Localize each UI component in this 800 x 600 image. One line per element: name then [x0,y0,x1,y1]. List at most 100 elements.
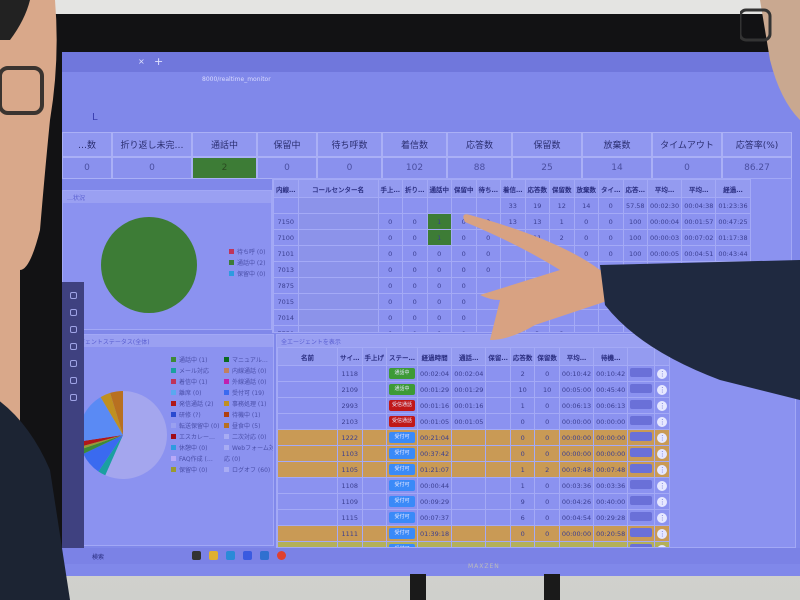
kebab-menu-icon[interactable]: ⋮ [657,448,668,459]
pie-slice[interactable] [100,392,123,435]
pie-slice[interactable] [110,391,123,435]
kebab-menu-icon[interactable]: ⋮ [657,384,668,395]
column-header[interactable]: 折り… [402,179,428,198]
column-header[interactable]: 着信… [500,179,526,198]
legend-item[interactable]: マニュアル… [224,355,273,366]
legend-item[interactable]: 転送保留中 (0) [171,421,222,432]
agent-row[interactable]: 2103 受信通話 00:01:05 00:01:05 0 0 00:00:00 00:00:… [277,413,671,430]
action-button[interactable] [630,400,653,409]
column-header[interactable] [627,347,656,366]
action-button[interactable] [630,432,653,441]
column-header[interactable]: 経過時間 [416,347,453,366]
column-header[interactable]: 保留… [485,347,511,366]
settings-icon[interactable] [69,377,77,384]
kebab-menu-icon[interactable]: ⋮ [657,544,668,547]
kebab-menu-icon[interactable]: ⋮ [657,400,668,411]
column-header[interactable]: 通話… [451,347,487,366]
agent-row[interactable]: 2993 受信通話 00:01:16 00:01:16 1 0 00:06:13 00:06:… [277,397,671,414]
column-header[interactable]: 待機… [593,347,629,366]
pie-slice[interactable] [81,435,123,454]
legend-item[interactable]: FAQ作成 (… [171,454,222,465]
column-header[interactable]: コールセンター名 [297,179,379,198]
legend-item[interactable]: 離席 (0) [171,388,222,399]
column-header[interactable]: 放棄数 [573,179,599,198]
legend-item[interactable]: エスカレー… [171,432,222,443]
column-header[interactable]: 内線… [273,179,299,198]
pie-slice[interactable] [79,397,123,442]
action-button[interactable] [630,464,653,473]
nav-icon[interactable] [69,360,77,367]
legend-item[interactable]: 保留中 (0) [171,465,222,476]
kebab-menu-icon[interactable]: ⋮ [657,368,668,379]
column-header[interactable]: 待ち… [475,179,501,198]
column-header[interactable]: 平均… [646,179,683,198]
agent-row[interactable]: 1115 受付可 00:07:37 6 0 00:04:54 00:29:28 ⋮ [277,509,671,526]
action-button[interactable] [630,384,653,393]
action-button[interactable] [630,528,653,537]
column-header[interactable]: サイ… [337,347,363,366]
kebab-menu-icon[interactable]: ⋮ [657,496,668,507]
legend-item[interactable]: 研修 (?) [171,410,222,421]
legend-item[interactable]: 二次対応 (0) [224,432,273,443]
column-header[interactable]: 保留数 [549,179,575,198]
legend-item[interactable]: 通話中 (1) [171,355,222,366]
column-header[interactable]: 手上… [377,179,403,198]
pie-slice[interactable] [79,435,123,447]
nav-icon[interactable] [69,309,77,316]
legend-item[interactable]: メール対応 [171,366,222,377]
legend-item[interactable]: Webフォーム対応 (0) [224,443,273,465]
action-button[interactable] [630,416,653,425]
column-header[interactable]: 平均… [681,179,717,198]
table-row[interactable]: 33 19 12 14 0 57.58 00:02:30 00:04:38 01:23:36 [273,197,751,214]
column-header[interactable]: 応答数 [509,347,536,366]
app-icon[interactable] [192,551,201,560]
store-icon[interactable] [243,551,252,560]
column-header[interactable]: 応答… [622,179,648,198]
agent-row[interactable]: 1222 受付可 00:21:04 0 0 00:00:00 00:00:00 ⋮ [277,429,671,446]
table-row[interactable]: 715000100131310010000:00:0400:01:5700:47… [273,213,751,230]
column-header[interactable]: 名前 [277,347,338,366]
address-bar[interactable]: 8000/realtime_monitor [202,76,271,83]
new-tab-button[interactable]: + [154,55,164,68]
kebab-menu-icon[interactable]: ⋮ [657,512,668,523]
pie-slice[interactable] [80,435,123,450]
legend-item[interactable]: ログオフ (60) [224,465,273,476]
column-header[interactable]: 保留中 [451,179,477,198]
column-header[interactable]: 経過… [715,179,751,198]
legend-item[interactable]: 発信通話 (2) [171,399,222,410]
agent-row[interactable]: 1103 受付可 00:37:42 0 0 00:00:00 00:00:00 ⋮ [277,445,671,462]
legend-item[interactable]: 外線通話 (0) [224,377,273,388]
mail-icon[interactable] [260,551,269,560]
legend-item[interactable]: 着信中 (1) [171,377,222,388]
table-row[interactable]: 7100001001120010000:00:0300:07:0201:17:3… [273,229,751,246]
kebab-menu-icon[interactable]: ⋮ [657,480,668,491]
close-tab-icon[interactable]: × [138,57,145,66]
action-button[interactable] [630,496,653,505]
agent-row[interactable]: 1109 受付可 00:09:29 9 0 00:04:26 00:40:00 ⋮ [277,493,671,510]
kebab-menu-icon[interactable]: ⋮ [657,464,668,475]
legend-item[interactable]: 事務処理 (1) [224,399,273,410]
agent-row[interactable]: 1118 通話中 00:02:04 00:02:04 2 0 00:10:42 00:10:4… [277,365,671,382]
nav-icon[interactable] [69,394,77,401]
agent-row[interactable]: 1105 受付可 01:21:07 1 2 00:07:48 00:07:48 ⋮ [277,461,671,478]
column-header[interactable]: 通話中 [426,179,452,198]
column-header[interactable]: 手上げ [361,347,387,366]
kebab-menu-icon[interactable]: ⋮ [657,416,668,427]
legend-item[interactable]: 休憩中 (0) [171,443,222,454]
pie-slice[interactable] [98,435,123,476]
action-button[interactable] [630,544,653,547]
legend-item[interactable]: 昼食中 (5) [224,421,273,432]
pie-slice[interactable] [105,391,167,479]
action-button[interactable] [630,448,653,457]
column-header[interactable]: ステー… [386,347,418,366]
taskbar-search[interactable]: 検索 [92,554,105,561]
column-header[interactable]: タイ… [598,179,624,198]
pie-slice[interactable] [83,435,123,472]
nav-icon[interactable] [69,292,77,299]
action-button[interactable] [630,368,653,377]
legend-item[interactable]: 待機中 (1) [224,410,273,421]
action-button[interactable] [630,512,653,521]
folder-icon[interactable] [209,551,218,560]
edge-icon[interactable] [226,551,235,560]
